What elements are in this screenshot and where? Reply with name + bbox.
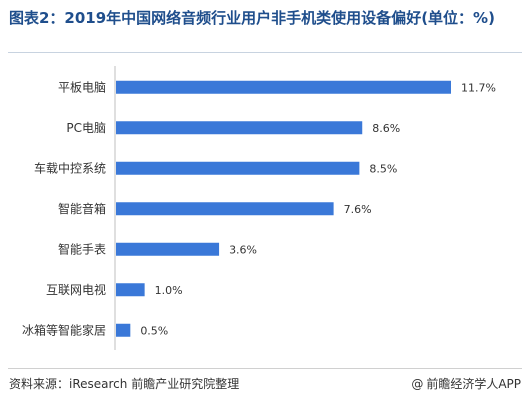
category-label: 冰箱等智能家居	[22, 322, 106, 337]
category-label: 车载中控系统	[34, 160, 106, 175]
bar	[116, 202, 334, 216]
bar	[116, 242, 220, 256]
bar	[116, 161, 360, 175]
data-label: 3.6%	[229, 243, 257, 256]
bar	[116, 121, 363, 135]
at-icon: @	[411, 376, 424, 391]
data-label: 0.5%	[140, 324, 168, 337]
data-label: 8.6%	[372, 122, 400, 135]
brand-name: 前瞻经济学人APP	[426, 377, 521, 391]
category-label: 智能音箱	[58, 201, 106, 216]
category-label: 智能手表	[58, 241, 106, 256]
data-label: 7.6%	[344, 203, 372, 216]
category-label: 平板电脑	[58, 80, 106, 94]
chart-title: 图表2：2019年中国网络音频行业用户非手机类使用设备偏好(单位：%)	[9, 9, 495, 27]
category-label: 互联网电视	[46, 282, 106, 297]
title-divider	[8, 52, 522, 53]
footer-divider	[8, 368, 522, 369]
data-label: 11.7%	[461, 81, 496, 94]
category-label: PC电脑	[66, 121, 106, 135]
data-label: 8.5%	[369, 162, 397, 175]
brand-credit: @ 前瞻经济学人APP	[411, 375, 521, 392]
data-label: 1.0%	[155, 284, 183, 297]
source-note: 资料来源：iResearch 前瞻产业研究院整理	[9, 377, 240, 391]
bar	[116, 283, 145, 297]
bar-chart: 平板电脑 11.7% PC电脑 8.6% 车载中控系统 8.5% 智能音箱 7.6% 智能手表 3…	[22, 66, 496, 350]
bar	[116, 80, 451, 94]
bar	[116, 323, 131, 337]
